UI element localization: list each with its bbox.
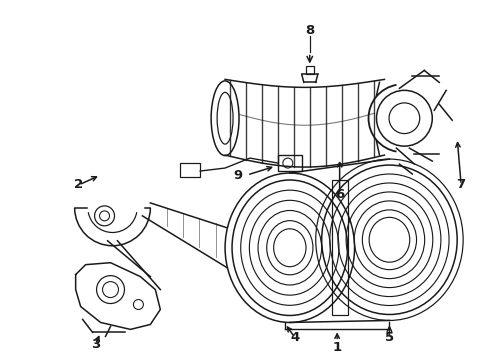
Bar [332,180,347,315]
Text: 6: 6 [335,188,344,202]
Text: 7: 7 [457,179,465,192]
Text: 9: 9 [233,168,243,181]
Text: 4: 4 [290,331,299,344]
Text: 1: 1 [333,341,342,354]
Text: 8: 8 [305,24,315,37]
Text: 2: 2 [74,179,83,192]
Bar [278,155,302,171]
Bar [180,163,200,177]
Bar [306,67,314,75]
Text: 3: 3 [91,338,100,351]
Text: 5: 5 [385,331,394,344]
